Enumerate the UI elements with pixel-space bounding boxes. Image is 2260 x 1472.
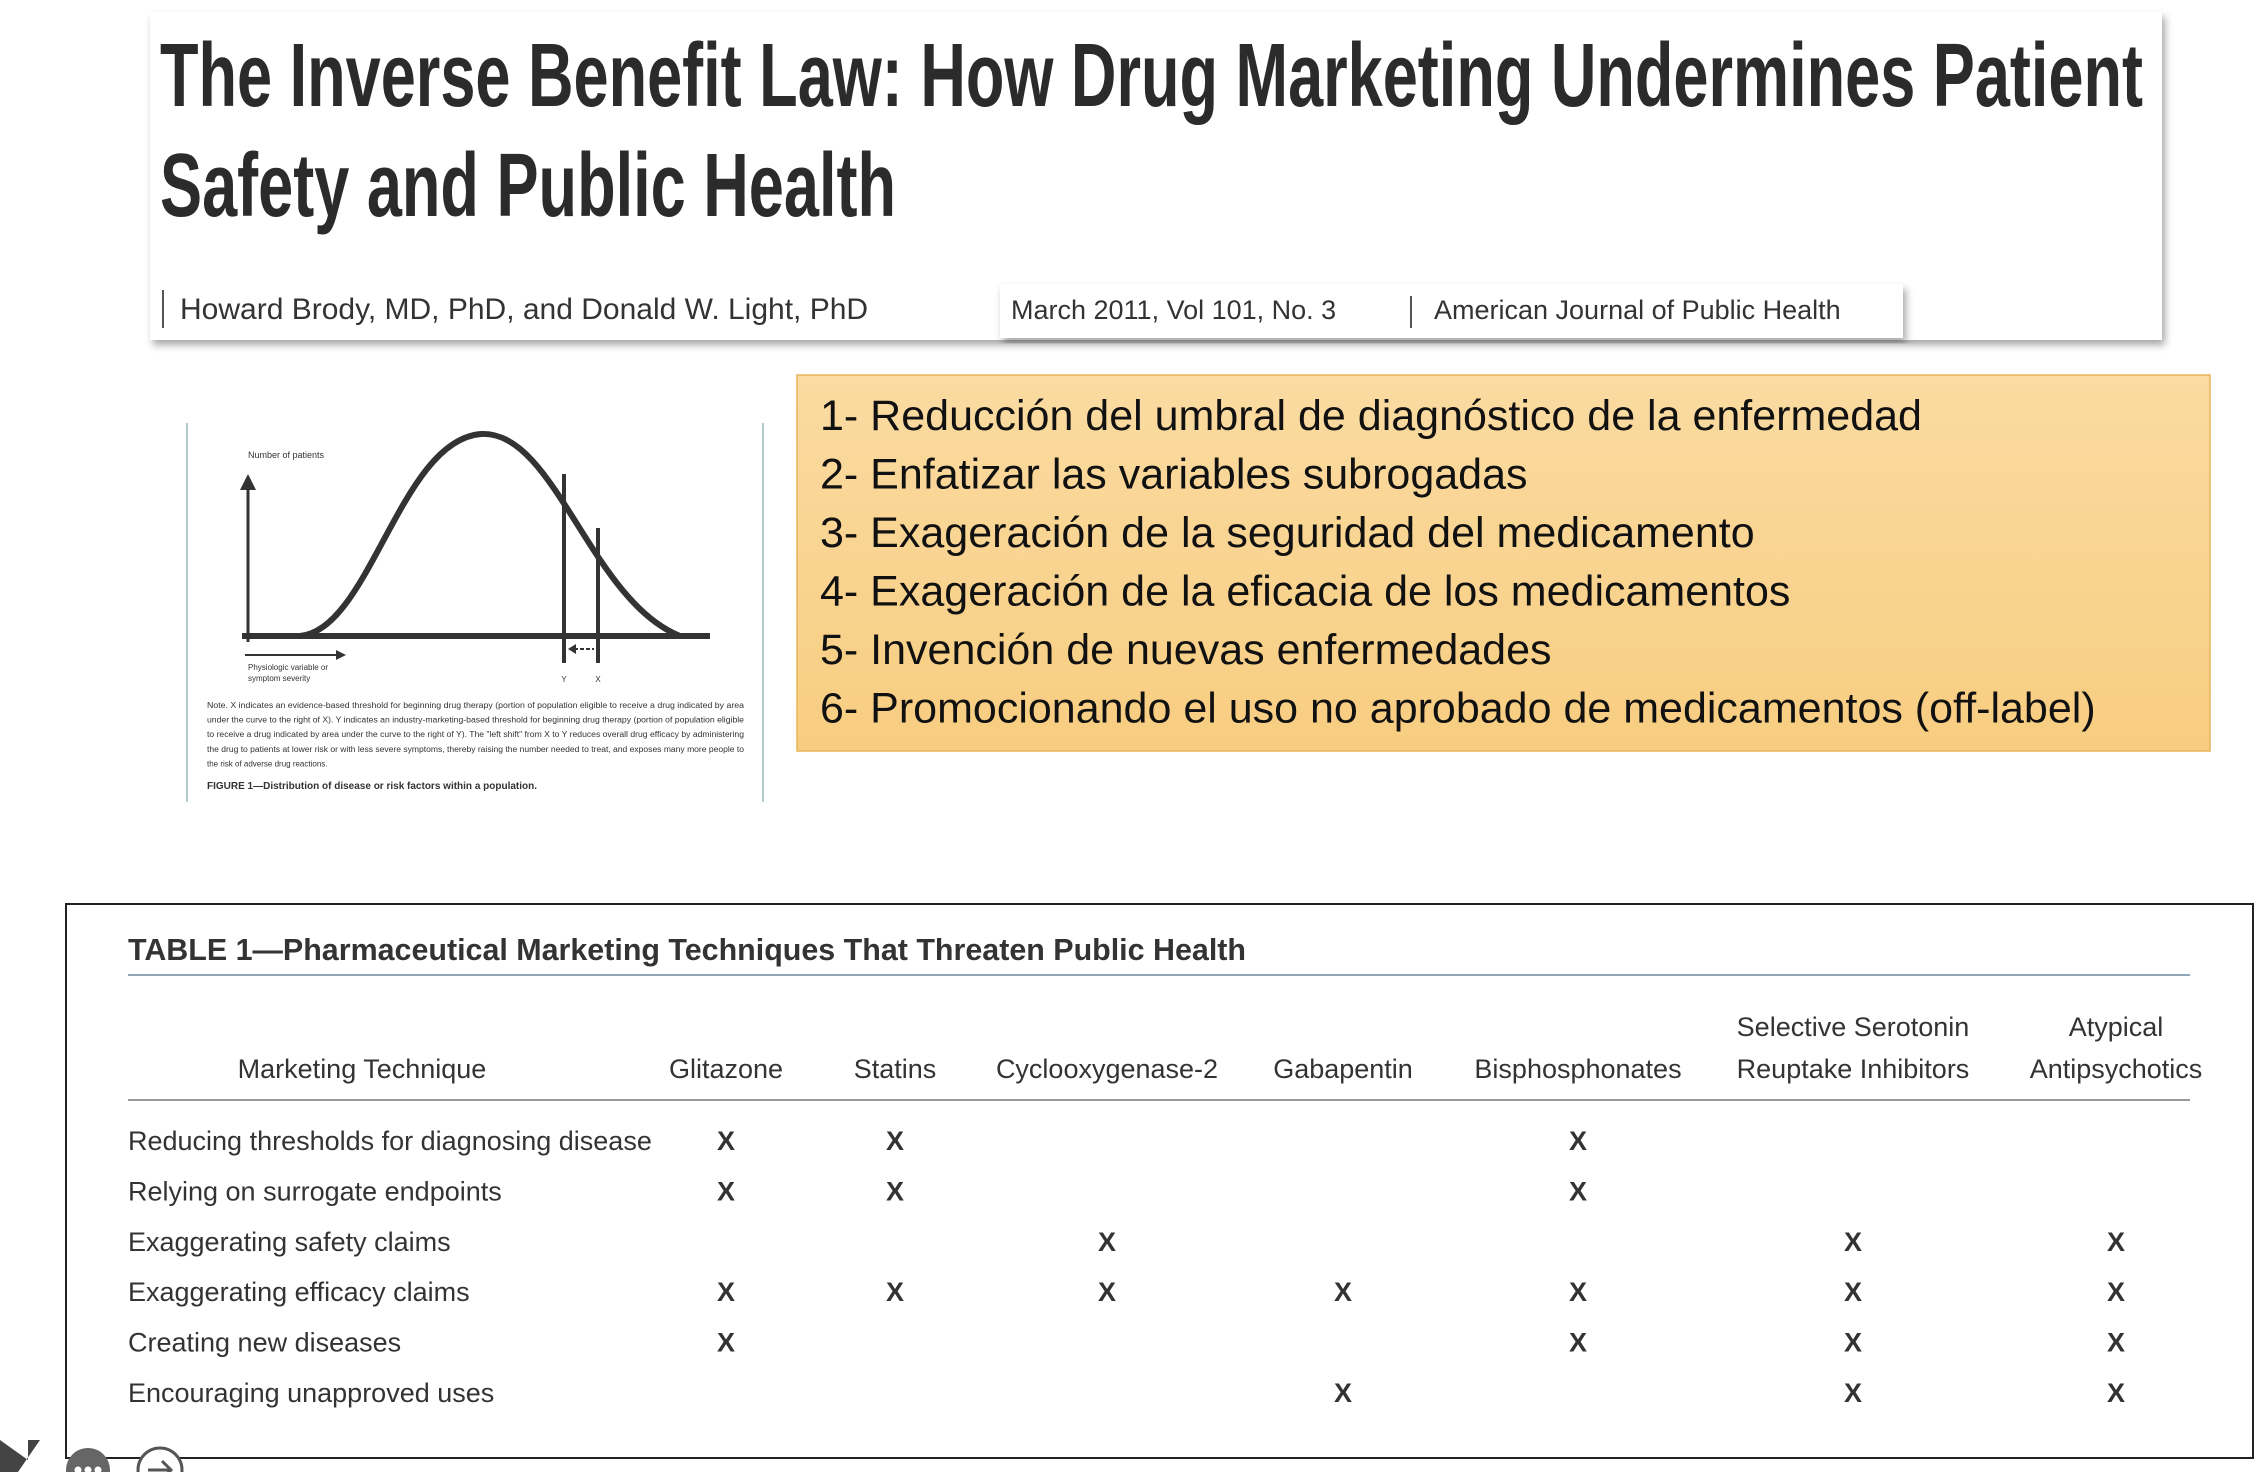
row-label: Exaggerating efficacy claims xyxy=(128,1277,470,1307)
title-line: The Inverse Benefit Law: How Drug Market… xyxy=(160,26,2143,126)
citation-journal: American Journal of Public Health xyxy=(1434,295,1841,325)
cell-mark: X xyxy=(2107,1277,2125,1307)
column-header: Reuptake Inhibitors xyxy=(1737,1054,1970,1084)
row-label: Exaggerating safety claims xyxy=(128,1227,451,1257)
cell-mark: X xyxy=(1844,1277,1862,1307)
summary-item: 3- Exageración de la seguridad del medic… xyxy=(820,509,1755,557)
cell-mark: X xyxy=(717,1126,735,1156)
cell-mark: X xyxy=(1844,1328,1862,1358)
row-label: Relying on surrogate endpoints xyxy=(128,1176,502,1206)
cell-mark: X xyxy=(1098,1277,1116,1307)
dot xyxy=(74,1466,82,1472)
cell-mark: X xyxy=(1334,1277,1352,1307)
figure-note: Note. X indicates an evidence-based thre… xyxy=(207,701,745,710)
column-header: Atypical xyxy=(2069,1012,2164,1042)
menu-button[interactable] xyxy=(66,1448,110,1472)
figure: Number of patients Physiologic variable … xyxy=(186,423,764,802)
cell-mark: X xyxy=(886,1176,904,1206)
row-label: Encouraging unapproved uses xyxy=(128,1378,494,1408)
cell-mark: X xyxy=(717,1328,735,1358)
summary-item: 6- Promocionando el uso no aprobado de m… xyxy=(820,685,2096,733)
citation-card xyxy=(1000,284,1903,338)
summary-box xyxy=(796,374,2211,752)
arrow xyxy=(240,474,256,490)
summary-item: 4- Exageración de la eficacia de los med… xyxy=(820,568,1790,616)
curve xyxy=(299,430,682,639)
column-header: Glitazone xyxy=(669,1054,783,1084)
column-header: Bisphosphonates xyxy=(1474,1054,1681,1084)
summary-item: 1- Reducción del umbral de diagnóstico d… xyxy=(820,392,1922,440)
column-header: Cyclooxygenase-2 xyxy=(996,1054,1218,1084)
table-card xyxy=(65,903,2254,1459)
marker-label: X xyxy=(595,675,601,684)
axis-label: Physiologic variable or xyxy=(248,663,328,672)
cell-mark: X xyxy=(2107,1227,2125,1257)
column-header: Gabapentin xyxy=(1273,1054,1413,1084)
row-label: Creating new diseases xyxy=(128,1328,401,1358)
cell-mark: X xyxy=(717,1176,735,1206)
citation-issue: March 2011, Vol 101, No. 3 xyxy=(1011,295,1336,325)
column-header: Selective Serotonin xyxy=(1737,1012,1970,1042)
dot xyxy=(84,1466,92,1472)
row-label: Reducing thresholds for diagnosing disea… xyxy=(128,1126,652,1156)
arrow xyxy=(148,1459,174,1472)
summary-item: 5- Invención de nuevas enfermedades xyxy=(820,626,1551,674)
slide-controls xyxy=(0,1440,184,1472)
prev-icon[interactable] xyxy=(0,1440,40,1472)
summary-item: 2- Enfatizar las variables subrogadas xyxy=(820,451,1527,499)
figure-note: the risk of adverse drug reactions. xyxy=(207,759,328,768)
cell-mark: X xyxy=(2107,1378,2125,1408)
cell-mark: X xyxy=(1569,1126,1587,1156)
figure-note: the drug to patients at lower risk or wi… xyxy=(207,745,745,754)
table-title: TABLE 1—Pharmaceutical Marketing Techniq… xyxy=(128,932,1246,967)
arrow xyxy=(568,644,576,654)
figure-note: to receive a drug indicated by area unde… xyxy=(207,730,744,739)
axis-label: symptom severity xyxy=(248,674,310,683)
cell-mark: X xyxy=(1569,1277,1587,1307)
cell-mark: X xyxy=(717,1277,735,1307)
cell-mark: X xyxy=(886,1126,904,1156)
cell-mark: X xyxy=(1844,1227,1862,1257)
next-button[interactable] xyxy=(136,1446,184,1472)
arrow xyxy=(336,650,346,660)
authors: Howard Brody, MD, PhD, and Donald W. Lig… xyxy=(180,293,868,326)
axis-label: Number of patients xyxy=(248,450,325,460)
figure-note: under the curve to the right of X). Y in… xyxy=(207,716,745,725)
cell-mark: X xyxy=(1569,1176,1587,1206)
column-header: Statins xyxy=(854,1054,937,1084)
cell-mark: X xyxy=(2107,1328,2125,1358)
cell-mark: X xyxy=(886,1277,904,1307)
title-line: Safety and Public Health xyxy=(160,136,896,236)
column-header: Marketing Technique xyxy=(238,1054,487,1084)
marker-label: Y xyxy=(561,675,567,684)
column-header: Antipsychotics xyxy=(2030,1054,2203,1084)
dot xyxy=(94,1466,102,1472)
cell-mark: X xyxy=(1569,1328,1587,1358)
cell-mark: X xyxy=(1334,1378,1352,1408)
cell-mark: X xyxy=(1098,1227,1116,1257)
figure-caption: FIGURE 1—Distribution of disease or risk… xyxy=(207,781,537,792)
cell-mark: X xyxy=(1844,1378,1862,1408)
